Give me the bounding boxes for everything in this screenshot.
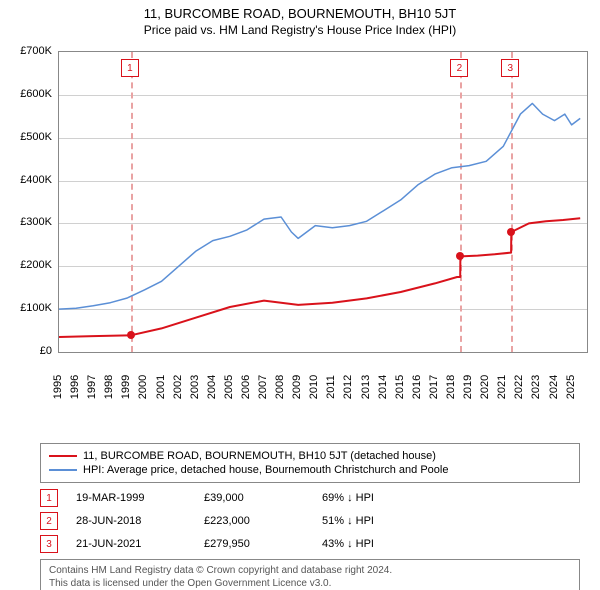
x-axis-label: 2024: [548, 375, 560, 399]
y-axis-label: £200K: [10, 259, 52, 271]
legend: 11, BURCOMBE ROAD, BOURNEMOUTH, BH10 5JT…: [40, 443, 580, 483]
x-axis-label: 2014: [377, 375, 389, 399]
event-badge: 1: [40, 489, 58, 507]
price-chart: £0£100K£200K£300K£400K£500K£600K£700K199…: [10, 45, 590, 395]
event-price: £279,950: [204, 538, 304, 550]
y-axis-label: £700K: [10, 45, 52, 57]
series-hpi: [59, 103, 580, 309]
title-subtitle: Price paid vs. HM Land Registry's House …: [8, 23, 592, 37]
sale-dot: [507, 228, 515, 236]
x-axis-label: 1999: [120, 375, 132, 399]
legend-item: HPI: Average price, detached house, Bour…: [49, 464, 571, 476]
legend-swatch: [49, 469, 77, 471]
footer-line-1: Contains HM Land Registry data © Crown c…: [49, 564, 571, 577]
x-axis-label: 2022: [513, 375, 525, 399]
x-axis-label: 2011: [325, 375, 337, 399]
legend-label: 11, BURCOMBE ROAD, BOURNEMOUTH, BH10 5JT…: [83, 450, 436, 462]
title-block: 11, BURCOMBE ROAD, BOURNEMOUTH, BH10 5JT…: [0, 0, 600, 41]
x-axis-label: 2001: [155, 375, 167, 399]
footer-line-2: This data is licensed under the Open Gov…: [49, 577, 571, 590]
event-badge: 2: [40, 512, 58, 530]
attribution-footer: Contains HM Land Registry data © Crown c…: [40, 559, 580, 590]
plot-area: [58, 51, 588, 353]
x-axis-label: 2025: [565, 375, 577, 399]
sale-dot: [127, 331, 135, 339]
x-axis-label: 2021: [496, 375, 508, 399]
event-badge: 3: [40, 535, 58, 553]
x-axis-label: 2000: [137, 375, 149, 399]
x-axis-label: 2023: [530, 375, 542, 399]
x-axis-label: 2018: [445, 375, 457, 399]
event-delta: 43% ↓ HPI: [322, 538, 374, 550]
legend-item: 11, BURCOMBE ROAD, BOURNEMOUTH, BH10 5JT…: [49, 450, 571, 462]
event-delta: 69% ↓ HPI: [322, 492, 374, 504]
legend-swatch: [49, 455, 77, 457]
x-axis-label: 1998: [103, 375, 115, 399]
x-axis-label: 1997: [86, 375, 98, 399]
x-axis-label: 2003: [189, 375, 201, 399]
x-axis-label: 2012: [342, 375, 354, 399]
x-axis-label: 2020: [479, 375, 491, 399]
x-axis-label: 2016: [411, 375, 423, 399]
y-axis-label: £0: [10, 345, 52, 357]
event-date: 28-JUN-2018: [76, 515, 186, 527]
sale-dot: [456, 252, 464, 260]
x-axis-label: 2005: [223, 375, 235, 399]
x-axis-label: 2002: [172, 375, 184, 399]
y-axis-label: £100K: [10, 302, 52, 314]
sale-marker-badge: 1: [121, 59, 139, 77]
x-axis-label: 2015: [394, 375, 406, 399]
x-axis-label: 2007: [257, 375, 269, 399]
x-axis-label: 2017: [428, 375, 440, 399]
x-axis-label: 2008: [274, 375, 286, 399]
x-axis-label: 2009: [291, 375, 303, 399]
y-axis-label: £400K: [10, 174, 52, 186]
series-svg: [59, 52, 587, 352]
event-row: 2 28-JUN-2018 £223,000 51% ↓ HPI: [40, 512, 580, 530]
event-delta: 51% ↓ HPI: [322, 515, 374, 527]
sale-events: 1 19-MAR-1999 £39,000 69% ↓ HPI 2 28-JUN-2018…: [40, 489, 580, 553]
event-price: £223,000: [204, 515, 304, 527]
x-axis-label: 1996: [69, 375, 81, 399]
y-axis-label: £600K: [10, 88, 52, 100]
title-address: 11, BURCOMBE ROAD, BOURNEMOUTH, BH10 5JT: [8, 6, 592, 21]
event-row: 3 21-JUN-2021 £279,950 43% ↓ HPI: [40, 535, 580, 553]
series-price_paid: [59, 218, 580, 337]
x-axis-label: 2019: [462, 375, 474, 399]
event-date: 19-MAR-1999: [76, 492, 186, 504]
event-row: 1 19-MAR-1999 £39,000 69% ↓ HPI: [40, 489, 580, 507]
x-axis-label: 2013: [360, 375, 372, 399]
y-axis-label: £500K: [10, 131, 52, 143]
x-axis-label: 2004: [206, 375, 218, 399]
legend-label: HPI: Average price, detached house, Bour…: [83, 464, 448, 476]
event-price: £39,000: [204, 492, 304, 504]
x-axis-label: 1995: [52, 375, 64, 399]
sale-marker-badge: 3: [501, 59, 519, 77]
event-date: 21-JUN-2021: [76, 538, 186, 550]
y-axis-label: £300K: [10, 216, 52, 228]
sale-marker-badge: 2: [450, 59, 468, 77]
x-axis-label: 2006: [240, 375, 252, 399]
x-axis-label: 2010: [308, 375, 320, 399]
